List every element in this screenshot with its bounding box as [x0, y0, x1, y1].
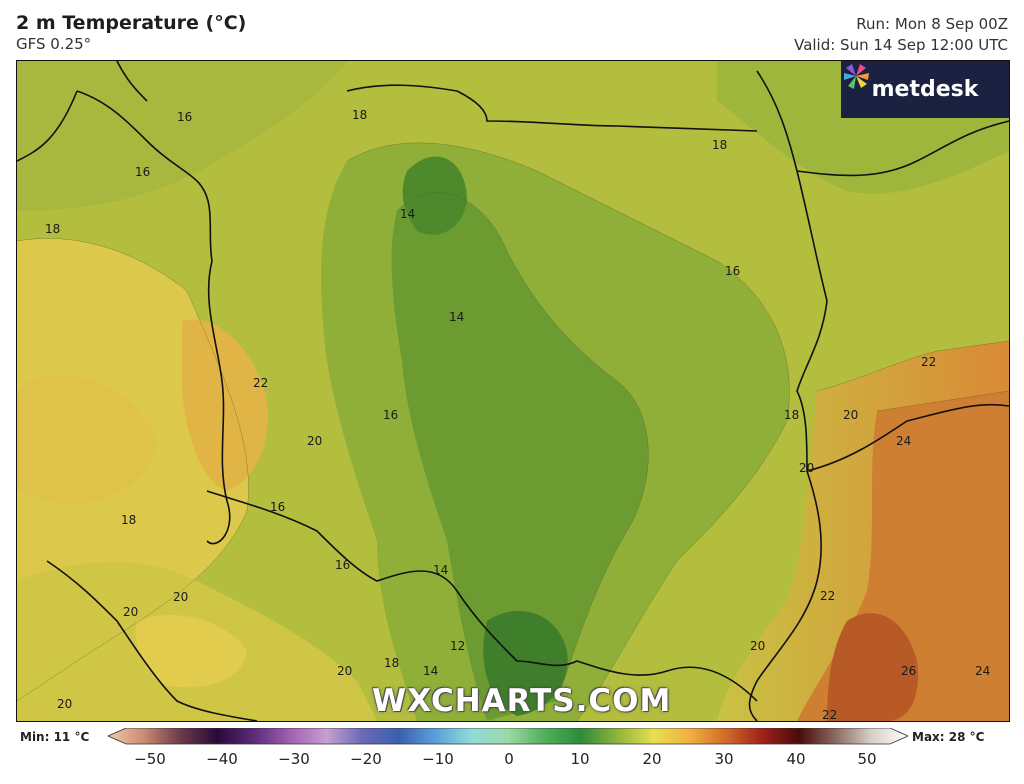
map-label: 18 [384, 656, 399, 670]
colorbar [108, 728, 908, 745]
map-label: 18 [121, 513, 136, 527]
valid-time: Valid: Sun 14 Sep 12:00 UTC [794, 36, 1008, 54]
map-label: 20 [173, 590, 188, 604]
map-label: 14 [400, 207, 415, 221]
tick-label: −20 [350, 750, 382, 768]
map-label: 18 [712, 138, 727, 152]
map-label: 12 [450, 639, 465, 653]
map-label: 20 [843, 408, 858, 422]
map-label: 16 [725, 264, 740, 278]
zone-north-west [17, 61, 347, 211]
contour-lines [17, 142, 1009, 721]
tick-label: 30 [714, 750, 734, 768]
tick-label: 0 [504, 750, 514, 768]
map-label: 16 [270, 500, 285, 514]
tick-label: −40 [206, 750, 238, 768]
map-label: 22 [822, 708, 837, 721]
tick-label: 10 [570, 750, 590, 768]
zone-26 [827, 613, 918, 721]
max-label: Max: 28 °C [912, 730, 985, 744]
tick-label: −50 [134, 750, 166, 768]
watermark: WXCHARTS.COM [372, 683, 672, 719]
map-label: 20 [799, 461, 814, 475]
map-label: 16 [135, 165, 150, 179]
logo-text: metdesk [871, 77, 979, 102]
map-label: 20 [307, 434, 322, 448]
tick-label: 50 [857, 750, 877, 768]
model-label: GFS 0.25° [16, 35, 92, 53]
map-label: 24 [975, 664, 990, 678]
isotherm-labels: 16 18 16 18 18 14 16 14 22 16 20 18 20 1… [45, 108, 990, 721]
map-label: 16 [177, 110, 192, 124]
map-label: 22 [253, 376, 268, 390]
map-label: 14 [433, 563, 448, 577]
zone-12-south [483, 611, 568, 716]
map-label: 22 [820, 589, 835, 603]
map-label: 24 [896, 434, 911, 448]
zone-12-north [402, 156, 467, 235]
map-label: 16 [383, 408, 398, 422]
min-label: Min: 11 °C [20, 730, 90, 744]
map-label: 18 [784, 408, 799, 422]
map-label: 26 [901, 664, 916, 678]
map-label: 22 [921, 355, 936, 369]
map-label: 20 [123, 605, 138, 619]
chart-title: 2 m Temperature (°C) [16, 12, 247, 34]
zone-20-sw [135, 615, 247, 688]
temperature-map[interactable]: 16 18 16 18 18 14 16 14 22 16 20 18 20 1… [16, 60, 1010, 722]
zone-22-west [182, 319, 268, 491]
tick-label: −30 [278, 750, 310, 768]
pinwheel-icon [844, 64, 869, 89]
tick-label: −10 [422, 750, 454, 768]
map-canvas: 16 18 16 18 18 14 16 14 22 16 20 18 20 1… [17, 61, 1009, 721]
tick-label: 40 [786, 750, 806, 768]
map-label: 14 [423, 664, 438, 678]
map-label: 14 [449, 310, 464, 324]
map-label: 16 [335, 558, 350, 572]
map-label: 20 [337, 664, 352, 678]
zone-west-yellow [17, 374, 157, 504]
metdesk-logo: metdesk [841, 61, 1009, 118]
tick-label: 20 [642, 750, 662, 768]
color-scale-legend: Min: 11 °C Max: 28 °C −50 −40 −30 −20 −1… [0, 726, 1024, 784]
country-borders [17, 61, 1009, 721]
run-time: Run: Mon 8 Sep 00Z [856, 15, 1008, 33]
map-label: 18 [45, 222, 60, 236]
map-label: 20 [57, 697, 72, 711]
map-label: 20 [750, 639, 765, 653]
map-label: 18 [352, 108, 367, 122]
